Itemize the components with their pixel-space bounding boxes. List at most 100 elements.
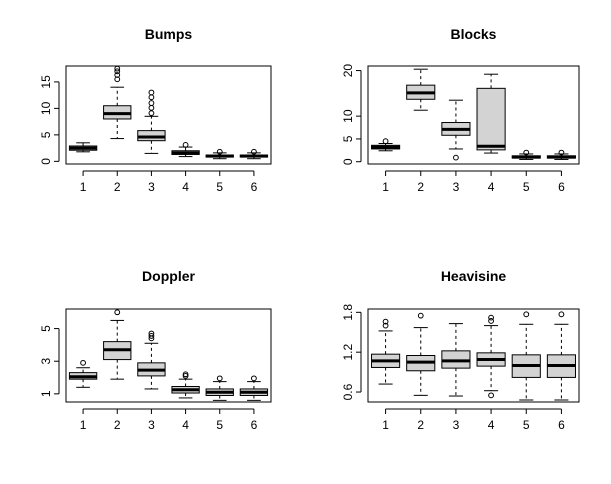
panel-heavisine: Heavisine 0.6 1.2 1.8 1 2 3 4 5 6	[341, 268, 580, 432]
box-2	[406, 312, 436, 396]
box-6	[239, 148, 269, 160]
panel-blocks: Blocks 0 5 10 20 1 2 3 4 5 6	[341, 26, 580, 194]
plot-frame	[367, 308, 580, 403]
outlier-point	[148, 104, 155, 111]
x-tick-label: 1	[382, 418, 389, 432]
x-tick-label: 3	[453, 418, 460, 432]
chart-title: Heavisine	[441, 268, 507, 284]
box-1	[68, 359, 98, 388]
box-4	[476, 73, 506, 154]
outlier-point	[382, 322, 389, 329]
outlier-point	[382, 138, 389, 145]
outlier-point	[558, 311, 565, 318]
x-axis: 1 2 3 4 5 6	[382, 170, 565, 194]
outlier-point	[488, 318, 494, 324]
x-tick-label: 5	[216, 418, 223, 432]
y-tick-label: 0	[39, 158, 53, 165]
x-tick-label: 5	[523, 180, 530, 194]
outlier-point	[148, 333, 155, 339]
x-tick-label: 6	[251, 180, 258, 194]
x-tick-label: 6	[558, 180, 565, 194]
x-tick-label: 5	[216, 180, 223, 194]
y-tick-label: 1.8	[341, 304, 355, 321]
outlier-point	[182, 142, 189, 148]
x-tick-label: 6	[251, 418, 258, 432]
outlier-point	[182, 372, 189, 379]
y-tick-label: 5	[341, 135, 355, 142]
box-3	[441, 323, 471, 397]
outlier-point	[216, 148, 223, 155]
outlier-point	[417, 312, 424, 319]
plot-frame	[65, 65, 272, 165]
outlier-point	[148, 89, 155, 96]
outlier-point	[114, 65, 121, 72]
x-tick-label: 3	[148, 180, 155, 194]
outlier-point	[114, 76, 121, 83]
box-3	[137, 330, 166, 390]
box-6	[239, 375, 269, 401]
panel-bumps: Bumps 0 5 10 15 1 2 3 4 5 6	[39, 26, 272, 194]
y-tick-label: 1	[39, 390, 53, 397]
outlier-point	[182, 371, 189, 378]
plot-frame	[65, 308, 272, 403]
box-5	[511, 149, 541, 160]
box-2	[406, 68, 436, 111]
y-axis: 0 5 10 20	[341, 64, 362, 165]
x-axis: 1 2 3 4 5 6	[382, 408, 565, 432]
x-tick-label: 6	[558, 418, 565, 432]
outlier-point	[114, 72, 121, 78]
y-axis: 0.6 1.2 1.8	[341, 304, 362, 400]
y-tick-label: 20	[341, 64, 355, 78]
outlier-point	[558, 149, 565, 156]
outlier-point	[148, 330, 155, 337]
y-tick-label: 10	[39, 101, 53, 115]
chart-title: Bumps	[145, 26, 193, 42]
x-tick-label: 5	[523, 418, 530, 432]
box-5	[205, 148, 234, 160]
x-tick-label: 3	[453, 180, 460, 194]
box-1	[371, 318, 401, 385]
outlier-point	[148, 94, 155, 101]
x-tick-label: 4	[182, 418, 189, 432]
box-5	[205, 375, 234, 401]
outlier-point	[453, 154, 459, 161]
x-tick-label: 4	[182, 180, 189, 194]
box-2	[103, 65, 132, 140]
x-tick-label: 2	[114, 180, 121, 194]
x-axis: 1 2 3 4 5 6	[80, 170, 258, 194]
outlier-point	[251, 148, 257, 155]
outlier-point	[80, 359, 86, 366]
x-tick-label: 1	[80, 418, 87, 432]
x-tick-label: 1	[80, 180, 87, 194]
x-axis: 1 2 3 4 5 6	[80, 408, 258, 432]
y-axis: 1 3 5	[39, 325, 60, 397]
box-3	[441, 99, 471, 161]
y-tick-label: 0	[341, 158, 355, 165]
outlier-point	[488, 314, 494, 321]
outlier-point	[114, 309, 121, 316]
box-6	[546, 311, 576, 401]
box-4	[171, 371, 200, 399]
outlier-point	[523, 149, 530, 156]
x-tick-label: 4	[488, 180, 495, 194]
chart-title: Doppler	[142, 268, 195, 284]
x-tick-label: 1	[382, 180, 389, 194]
box-1	[371, 138, 401, 152]
outlier-point	[382, 318, 389, 325]
chart-title: Blocks	[451, 26, 497, 42]
box-2	[103, 309, 132, 380]
y-tick-label: 10	[341, 109, 355, 123]
box-3	[137, 89, 166, 154]
y-tick-label: 5	[39, 131, 53, 138]
outlier-point	[488, 392, 494, 399]
y-axis: 0 5 10 15	[39, 75, 60, 165]
x-tick-label: 2	[417, 180, 424, 194]
box-1	[68, 142, 98, 153]
outlier-point	[148, 100, 155, 106]
iqr-box	[476, 87, 506, 151]
y-tick-label: 15	[39, 75, 53, 89]
x-tick-label: 3	[148, 418, 155, 432]
y-tick-label: 0.6	[341, 383, 355, 400]
outlier-point	[148, 110, 155, 117]
